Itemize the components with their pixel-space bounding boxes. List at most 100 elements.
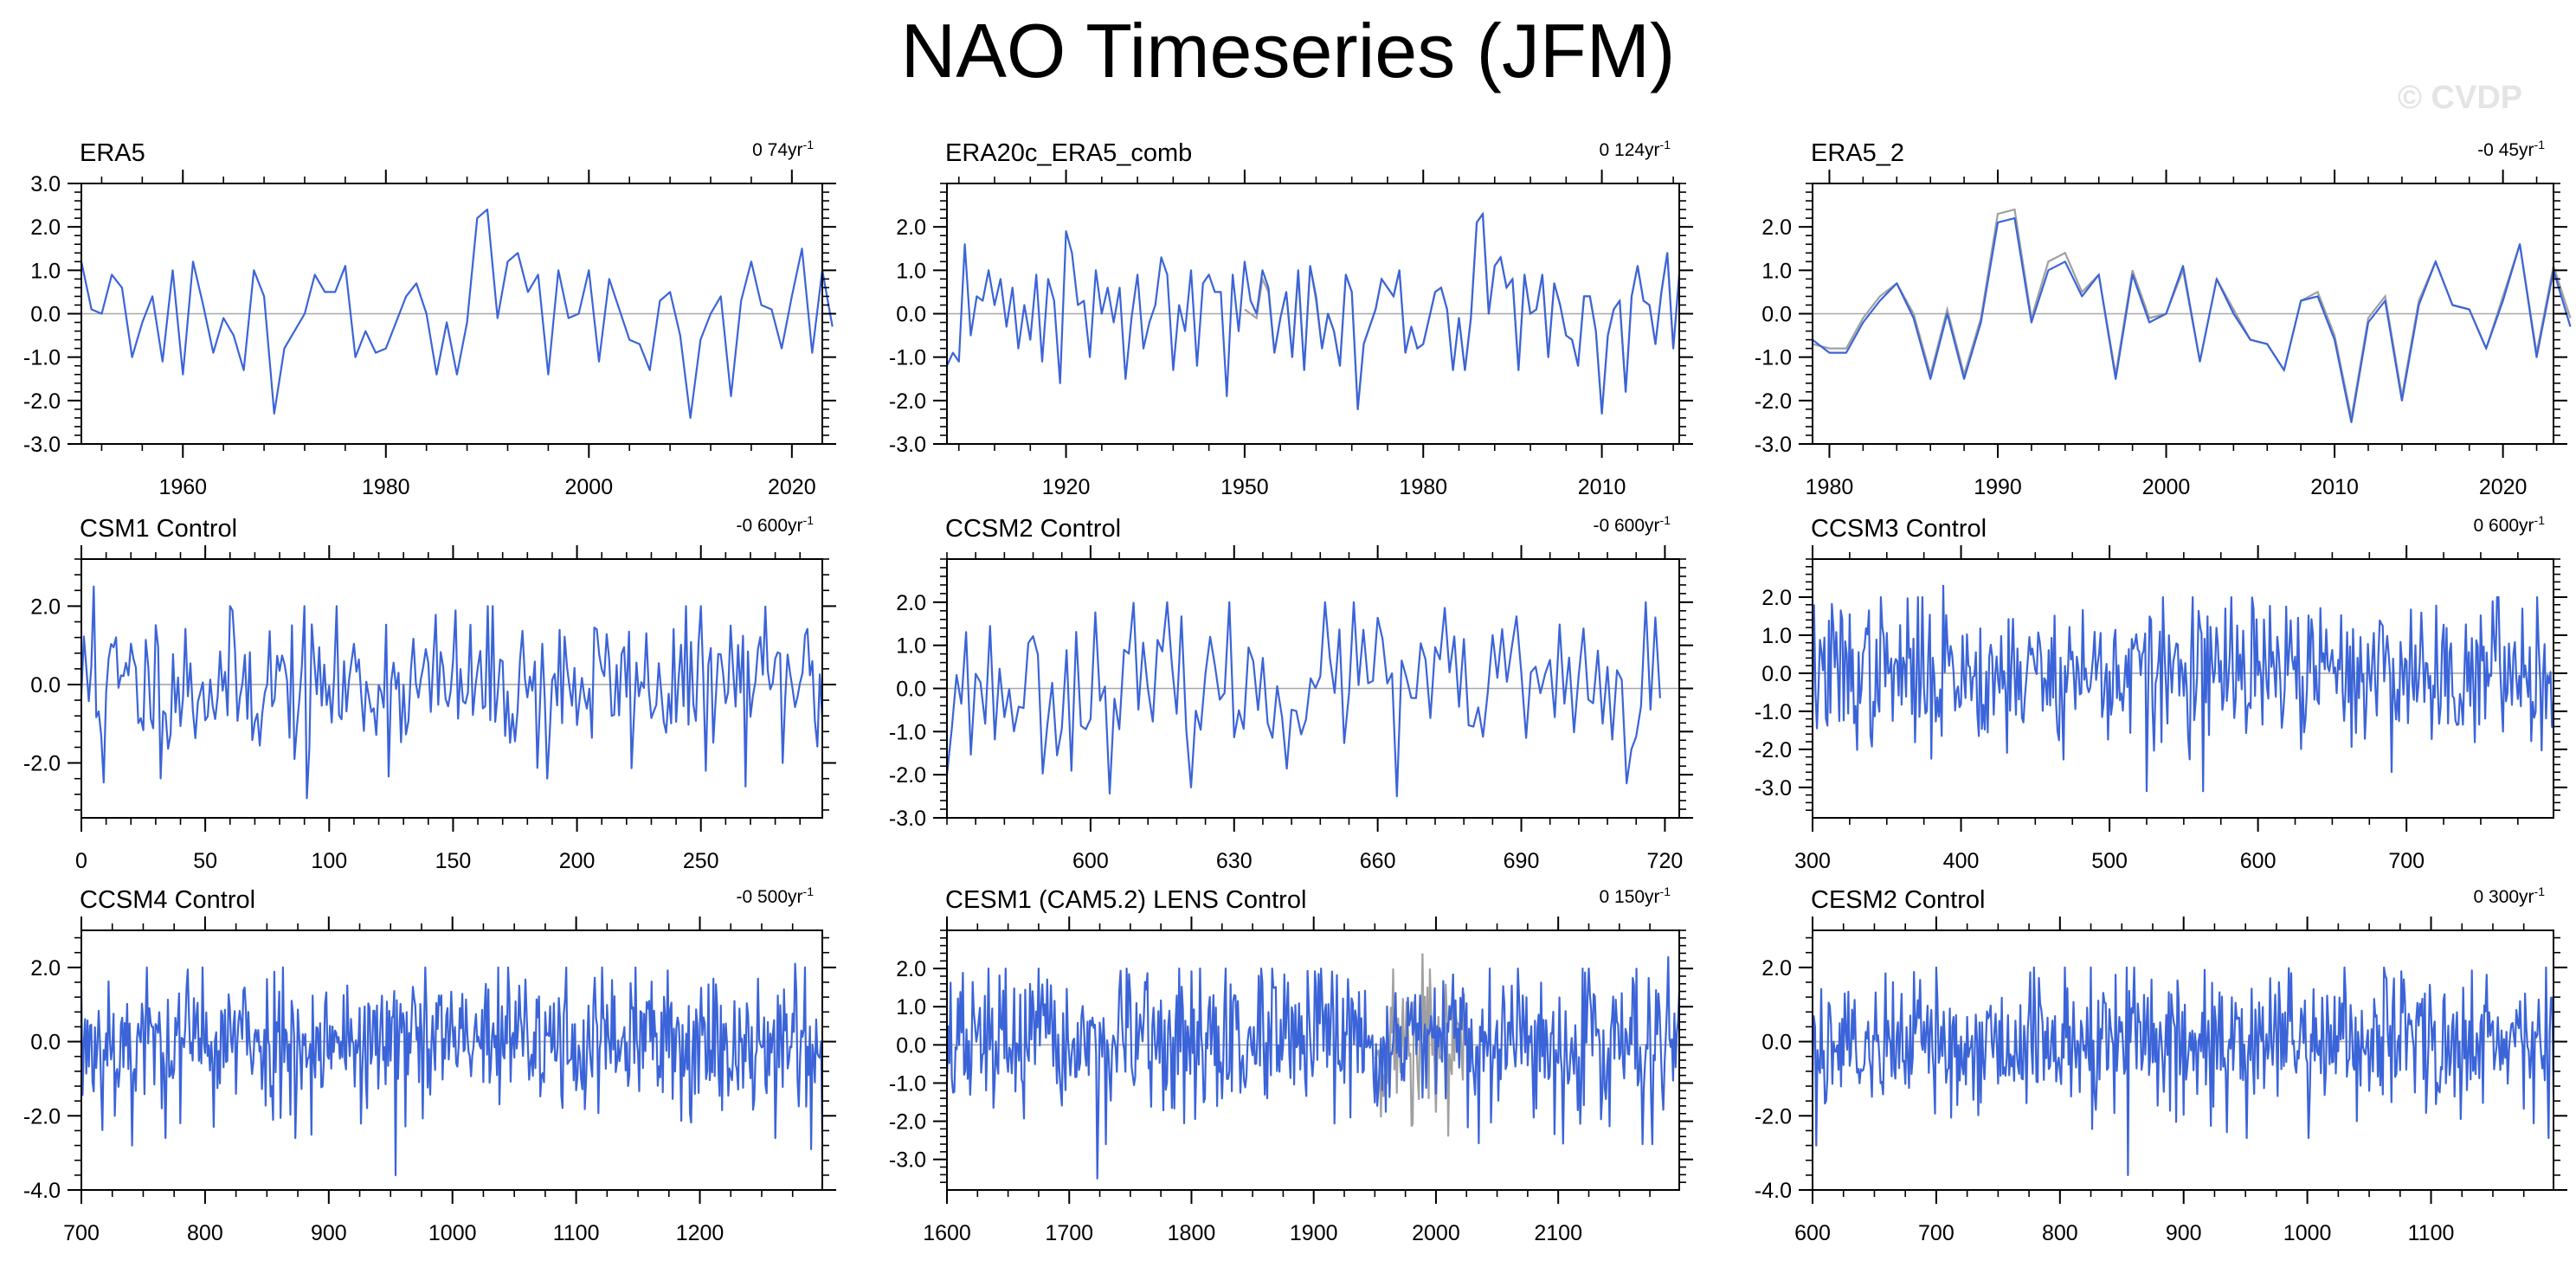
page-title: NAO Timeseries (JFM) [900,8,1676,93]
x-tick-label: 2100 [1534,1221,1582,1245]
trend-label: 0 124yr-1 [1600,138,1671,160]
y-tick-label: -1.0 [889,720,926,744]
x-tick-label: 900 [2166,1221,2202,1245]
series-line-1 [945,955,1681,1180]
trend-label: -0 600yr-1 [737,513,815,536]
x-tick-label: 2000 [2142,475,2191,499]
panel-4: 0 50 100 150 200 250 -2.0 0.0 2.0 CSM1 Control -0 … [23,513,836,873]
x-tick-label: 250 [683,849,719,873]
y-tick-label: 0.0 [1761,303,1792,327]
panel-title: ERA20c_ERA5_comb [945,139,1192,167]
panel-title: CESM1 (CAM5.2) LENS Control [945,886,1306,914]
y-tick-label: 1.0 [30,259,61,283]
y-tick-label: 1.0 [1761,259,1792,283]
x-tick-label: 2020 [2479,475,2528,499]
x-tick-label: 1980 [1399,475,1447,499]
x-tick-label: 1000 [428,1221,477,1245]
x-tick-label: 1980 [362,475,410,499]
x-tick-label: 1990 [1974,475,2022,499]
y-tick-label: 2.0 [896,957,926,981]
x-tick-label: 1200 [676,1221,724,1245]
panel-3: 1980 1990 2000 2010 2020 -3.0 -2.0 -1.0 0.0 1.0 2.… [1755,138,2572,499]
x-tick-label: 1950 [1220,475,1269,499]
x-tick-label: 700 [63,1221,100,1245]
trend-label: 0 150yr-1 [1600,884,1671,907]
x-tick-label: 900 [311,1221,347,1245]
x-tick-label: 700 [2388,849,2425,873]
x-tick-label: 100 [311,849,347,873]
y-tick-label: 0.0 [30,673,61,698]
panel-title: CESM2 Control [1811,886,1985,914]
y-tick-label: -4.0 [23,1179,61,1203]
series-line-1 [80,209,834,419]
x-tick-label: 1100 [553,1221,600,1245]
y-tick-label: 3.0 [30,172,61,196]
y-tick-label: -2.0 [889,389,926,414]
x-tick-label: 800 [187,1221,223,1245]
series-line-1 [1811,966,2555,1177]
x-tick-label: 1000 [2283,1221,2332,1245]
y-tick-label: -3.0 [23,433,61,457]
panel-2: 1920 1950 1980 2010 -3.0 -2.0 -1.0 0.0 1.0 2.0 ERA… [889,138,1693,499]
x-tick-label: 600 [1794,1221,1831,1245]
y-tick-label: -2.0 [1755,738,1792,762]
y-tick-label: -1.0 [23,346,61,370]
trend-label: -0 600yr-1 [1594,513,1671,536]
y-tick-label: 2.0 [1761,956,1792,981]
y-tick-label: -2.0 [889,1110,926,1135]
trend-label: -0 500yr-1 [737,884,815,907]
y-tick-label: 2.0 [1761,215,1792,240]
x-tick-label: 200 [559,849,596,873]
x-tick-label: 1800 [1168,1221,1216,1245]
x-tick-label: 1700 [1045,1221,1093,1245]
x-tick-label: 300 [1794,849,1831,873]
y-tick-label: -4.0 [1755,1179,1792,1203]
panel-title: ERA5_2 [1811,139,1904,167]
panel-7: 700 800 900 1000 1100 1200 -4.0 -2.0 0.0 2.0 CCSM4… [23,884,836,1245]
y-tick-label: 0.0 [896,678,926,702]
panel-9: 600 700 800 900 1000 1100 -4.0 -2.0 0.0 2.0 CESM2 … [1755,884,2567,1245]
panel-title: CSM1 Control [80,515,237,543]
watermark-logo: © CVDP [2398,80,2523,116]
panel-title: ERA5 [80,139,145,167]
y-tick-label: -1.0 [1755,700,1792,724]
x-tick-label: 720 [1647,849,1684,873]
y-tick-label: -2.0 [23,1104,61,1129]
y-tick-label: 1.0 [896,259,926,283]
panel-title: CCSM3 Control [1811,515,1987,543]
y-tick-label: -2.0 [23,389,61,414]
panel-5: 600 630 660 690 720 -3.0 -2.0 -1.0 0.0 1.0 2.0 CCSM… [889,513,1693,873]
plot-frame [80,558,823,819]
series-line-1 [80,585,824,800]
y-tick-label: -1.0 [889,346,926,370]
y-tick-label: -3.0 [889,433,926,457]
x-tick-label: 2010 [2310,475,2359,499]
x-tick-label: 600 [2240,849,2277,873]
y-tick-label: -2.0 [1755,1104,1792,1129]
y-tick-label: 2.0 [1761,586,1792,610]
y-tick-label: 2.0 [896,591,926,615]
y-tick-label: 1.0 [896,634,926,659]
y-tick-label: 0.0 [30,1031,61,1055]
x-tick-label: 1980 [1806,475,1854,499]
x-tick-label: 1900 [1290,1221,1338,1245]
y-tick-label: 0.0 [1761,1031,1792,1055]
y-tick-label: 0.0 [1761,662,1792,686]
x-tick-label: 150 [435,849,472,873]
y-tick-label: 1.0 [896,995,926,1019]
y-tick-label: -3.0 [1755,776,1792,801]
y-tick-label: -2.0 [1755,389,1792,414]
panel-title: CCSM4 Control [80,886,255,914]
y-tick-label: -2.0 [889,763,926,788]
y-tick-label: -3.0 [889,1148,926,1173]
x-tick-label: 2020 [768,475,816,499]
x-tick-label: 50 [193,849,217,873]
x-tick-label: 500 [2091,849,2128,873]
x-tick-label: 1600 [923,1221,971,1245]
x-tick-label: 690 [1504,849,1540,873]
panel-title: CCSM2 Control [945,515,1121,543]
panel-8: 1600 1700 1800 1900 2000 2100 -3.0 -2.0 -1.0 0.0 1… [889,884,1693,1245]
panel-6: 300 400 500 600 700 -3.0 -2.0 -1.0 0.0 1.0 2.0 CCSM… [1755,513,2567,873]
trend-label: 0 74yr-1 [752,138,814,160]
